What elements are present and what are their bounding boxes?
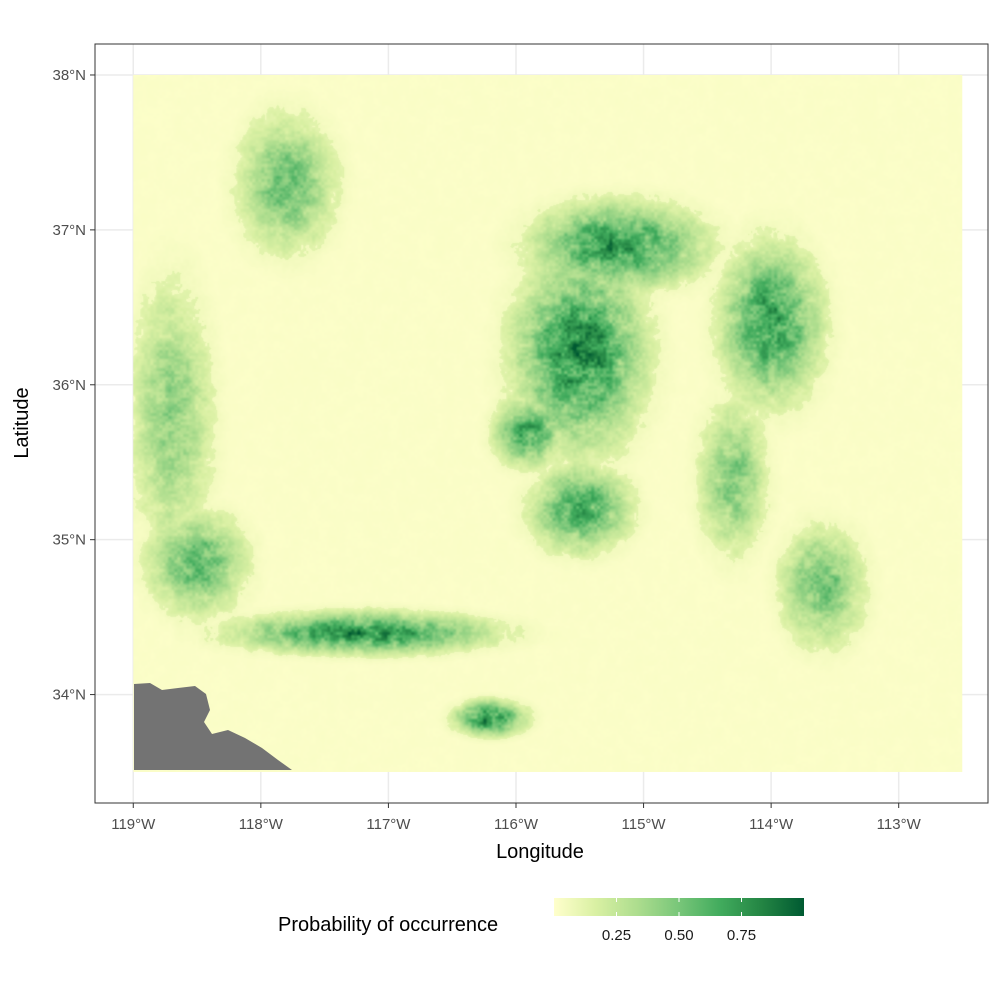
x-axis-title: Longitude	[496, 841, 584, 863]
x-tick-label: 114°W	[749, 816, 794, 833]
x-tick-label: 118°W	[239, 816, 284, 833]
y-tick-label: 37°N	[52, 222, 86, 239]
y-tick-label: 38°N	[52, 67, 86, 84]
legend-tick-label: 0.75	[727, 927, 756, 944]
y-tick-label: 34°N	[52, 687, 86, 704]
y-axis: 34°N 35°N 36°N 37°N 38°N	[52, 67, 95, 704]
x-tick-label: 117°W	[366, 816, 411, 833]
legend: Probability of occurrence 0.25 0.50 0.75	[278, 898, 804, 944]
plot-panel-border	[94, 43, 989, 804]
y-tick-label: 35°N	[52, 532, 86, 549]
x-tick-label: 113°W	[877, 816, 922, 833]
x-tick-label: 115°W	[622, 816, 667, 833]
legend-tick-label: 0.50	[664, 927, 693, 944]
y-tick-label: 36°N	[52, 377, 86, 394]
legend-title: Probability of occurrence	[278, 914, 498, 936]
legend-colorbar	[554, 898, 804, 916]
legend-tick-label: 0.25	[602, 927, 631, 944]
probability-raster	[133, 74, 963, 772]
legend-ticks: 0.25 0.50 0.75	[602, 898, 756, 944]
x-axis: 119°W 118°W 117°W 116°W 115°W 114°W 113°W	[111, 803, 922, 833]
x-tick-label: 119°W	[111, 816, 156, 833]
x-tick-label: 116°W	[494, 816, 539, 833]
y-axis-title: Latitude	[11, 387, 33, 458]
ocean-area	[134, 683, 292, 770]
